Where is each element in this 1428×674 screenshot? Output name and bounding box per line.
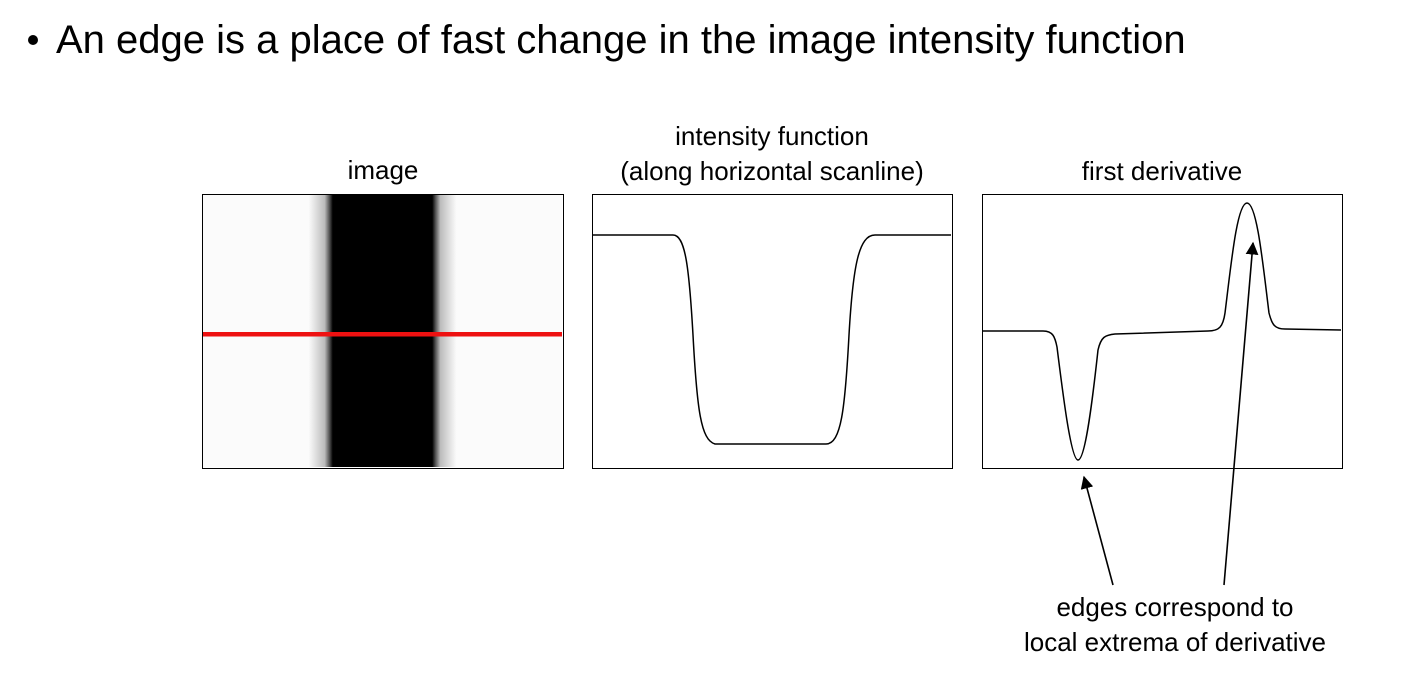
dark-vertical-bar: [267, 195, 498, 467]
image-panel: [202, 194, 564, 469]
annotation-line2: local extrema of derivative: [1023, 627, 1327, 657]
derivative-curve: [983, 202, 1341, 461]
image-panel-title: image: [347, 155, 419, 185]
intensity-panel-title-line1: intensity function: [675, 121, 869, 151]
derivative-panel-title: first derivative: [1081, 156, 1243, 186]
bullet-dot-icon: [28, 35, 38, 45]
red-scanline: [203, 332, 562, 337]
blurred-bar-image: [203, 195, 562, 467]
bullet-text: An edge is a place of fast change in the…: [56, 18, 1186, 62]
intensity-panel: [592, 194, 953, 469]
arrow-to-minimum: [1080, 475, 1114, 586]
annotation-line1: edges correspond to: [1056, 592, 1294, 622]
bullet-point: An edge is a place of fast change in the…: [28, 14, 1186, 66]
intensity-plot: [593, 234, 951, 445]
intensity-panel-title-line2: (along horizontal scanline): [620, 156, 924, 186]
derivative-panel: [982, 194, 1343, 469]
intensity-curve: [593, 234, 951, 445]
derivative-plot: [983, 202, 1341, 461]
